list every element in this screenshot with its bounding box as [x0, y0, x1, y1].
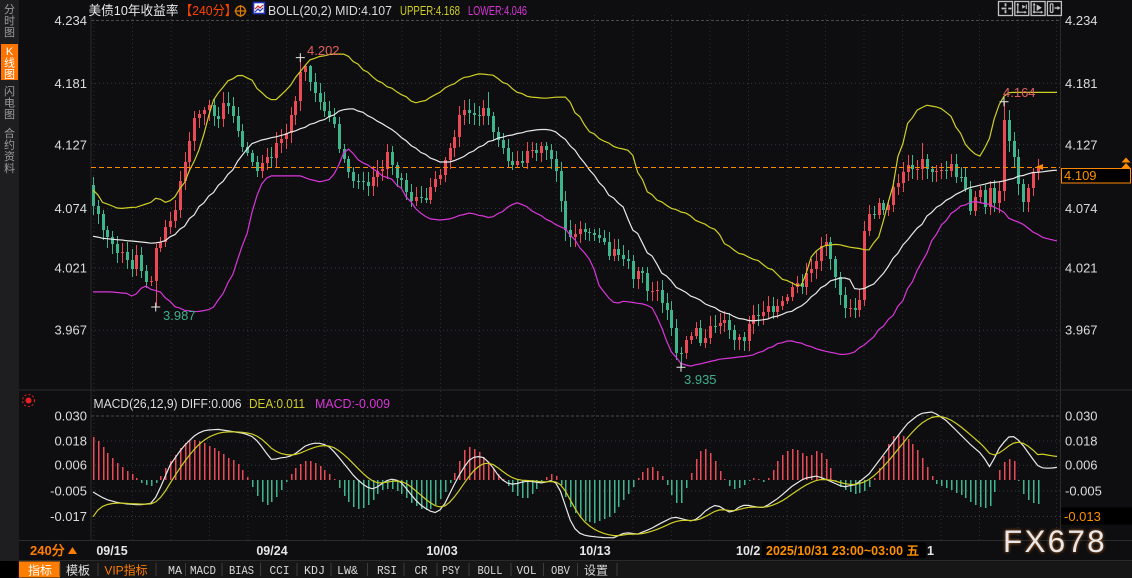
svg-text:4.181: 4.181 — [1065, 76, 1098, 91]
svg-text:4.074: 4.074 — [1065, 201, 1098, 216]
svg-text:BIAS: BIAS — [229, 565, 254, 578]
svg-text:VIP指标: VIP指标 — [104, 563, 147, 578]
svg-text:10/2: 10/2 — [736, 544, 760, 558]
svg-text:240分: 240分 — [30, 543, 65, 558]
svg-text:4.164: 4.164 — [1003, 85, 1036, 100]
svg-text:-0.017: -0.017 — [50, 509, 87, 524]
svg-text:CR: CR — [415, 565, 428, 578]
svg-text:MACD:-0.009: MACD:-0.009 — [315, 396, 390, 411]
svg-text:指标: 指标 — [28, 563, 52, 578]
svg-text:0.006: 0.006 — [1065, 458, 1098, 473]
svg-text:美债10年收益率: 美债10年收益率 — [89, 3, 179, 18]
svg-text:VOL: VOL — [517, 565, 537, 578]
svg-text:3.967: 3.967 — [54, 323, 87, 338]
svg-text:MACD: MACD — [190, 565, 216, 578]
svg-text:DEA:0.011: DEA:0.011 — [249, 396, 305, 411]
svg-text:线: 线 — [4, 56, 15, 70]
svg-text:3.967: 3.967 — [1065, 323, 1098, 338]
svg-text:资: 资 — [4, 150, 15, 163]
svg-text:FX678: FX678 — [1003, 523, 1107, 559]
svg-text:约: 约 — [4, 139, 15, 152]
svg-text:1: 1 — [927, 544, 934, 558]
svg-text:RSI: RSI — [377, 565, 397, 578]
svg-text:4.234: 4.234 — [1065, 13, 1098, 28]
svg-text:09/15: 09/15 — [96, 544, 127, 558]
svg-text:【240分】: 【240分】 — [180, 3, 237, 18]
svg-text:图: 图 — [4, 108, 15, 121]
svg-text:图: 图 — [4, 68, 15, 81]
svg-text:BOLL: BOLL — [478, 565, 503, 578]
svg-text:LOWER:4.046: LOWER:4.046 — [468, 3, 527, 18]
svg-text:MA: MA — [168, 565, 182, 578]
svg-text:电: 电 — [4, 97, 15, 110]
svg-text:分: 分 — [4, 3, 15, 16]
svg-text:4.127: 4.127 — [1065, 137, 1098, 152]
svg-text:-0.005: -0.005 — [50, 483, 87, 498]
svg-text:2025/10/31 23:00~03:00 五: 2025/10/31 23:00~03:00 五 — [766, 544, 919, 558]
svg-text:0.018: 0.018 — [54, 434, 87, 449]
svg-text:0.018: 0.018 — [1065, 434, 1098, 449]
svg-text:4.202: 4.202 — [307, 43, 340, 58]
svg-text:MACD(26,12,9) DIFF:0.006: MACD(26,12,9) DIFF:0.006 — [94, 396, 242, 411]
svg-text:3.935: 3.935 — [684, 372, 717, 387]
svg-text:PSY: PSY — [442, 565, 460, 578]
svg-text:-0.013: -0.013 — [1064, 509, 1101, 524]
svg-text:4.181: 4.181 — [54, 76, 87, 91]
svg-text:时: 时 — [4, 15, 15, 28]
svg-text:合: 合 — [4, 126, 15, 140]
svg-text:BOLL(20,2) MID:4.107: BOLL(20,2) MID:4.107 — [268, 3, 392, 18]
svg-text:0.006: 0.006 — [54, 458, 87, 473]
svg-text:10/03: 10/03 — [426, 544, 457, 558]
svg-text:模板: 模板 — [66, 564, 90, 578]
svg-text:FX678: FX678 — [1003, 523, 1107, 559]
svg-text:4.021: 4.021 — [1065, 261, 1098, 276]
svg-text:3.987: 3.987 — [163, 308, 196, 323]
svg-text:闪: 闪 — [4, 84, 15, 98]
svg-text:4.127: 4.127 — [54, 137, 87, 152]
svg-text:设置: 设置 — [584, 564, 608, 578]
svg-text:CCI: CCI — [270, 565, 290, 578]
svg-text:09/24: 09/24 — [256, 544, 287, 558]
svg-text:4.021: 4.021 — [54, 261, 87, 276]
svg-text:0.030: 0.030 — [1065, 409, 1098, 424]
svg-text:OBV: OBV — [551, 565, 570, 578]
svg-text:KDJ: KDJ — [304, 565, 325, 578]
svg-text:0.030: 0.030 — [54, 409, 87, 424]
svg-text:UPPER:4.168: UPPER:4.168 — [400, 3, 460, 18]
svg-text:4.234: 4.234 — [54, 13, 87, 28]
svg-text:图: 图 — [4, 26, 15, 39]
svg-text:4.109: 4.109 — [1064, 168, 1097, 183]
svg-text:LW&: LW& — [337, 565, 358, 578]
svg-text:10/13: 10/13 — [579, 544, 610, 558]
svg-text:K: K — [6, 46, 14, 58]
svg-text:4.074: 4.074 — [54, 201, 87, 216]
svg-text:-0.005: -0.005 — [1065, 483, 1102, 498]
svg-text:料: 料 — [4, 161, 15, 175]
